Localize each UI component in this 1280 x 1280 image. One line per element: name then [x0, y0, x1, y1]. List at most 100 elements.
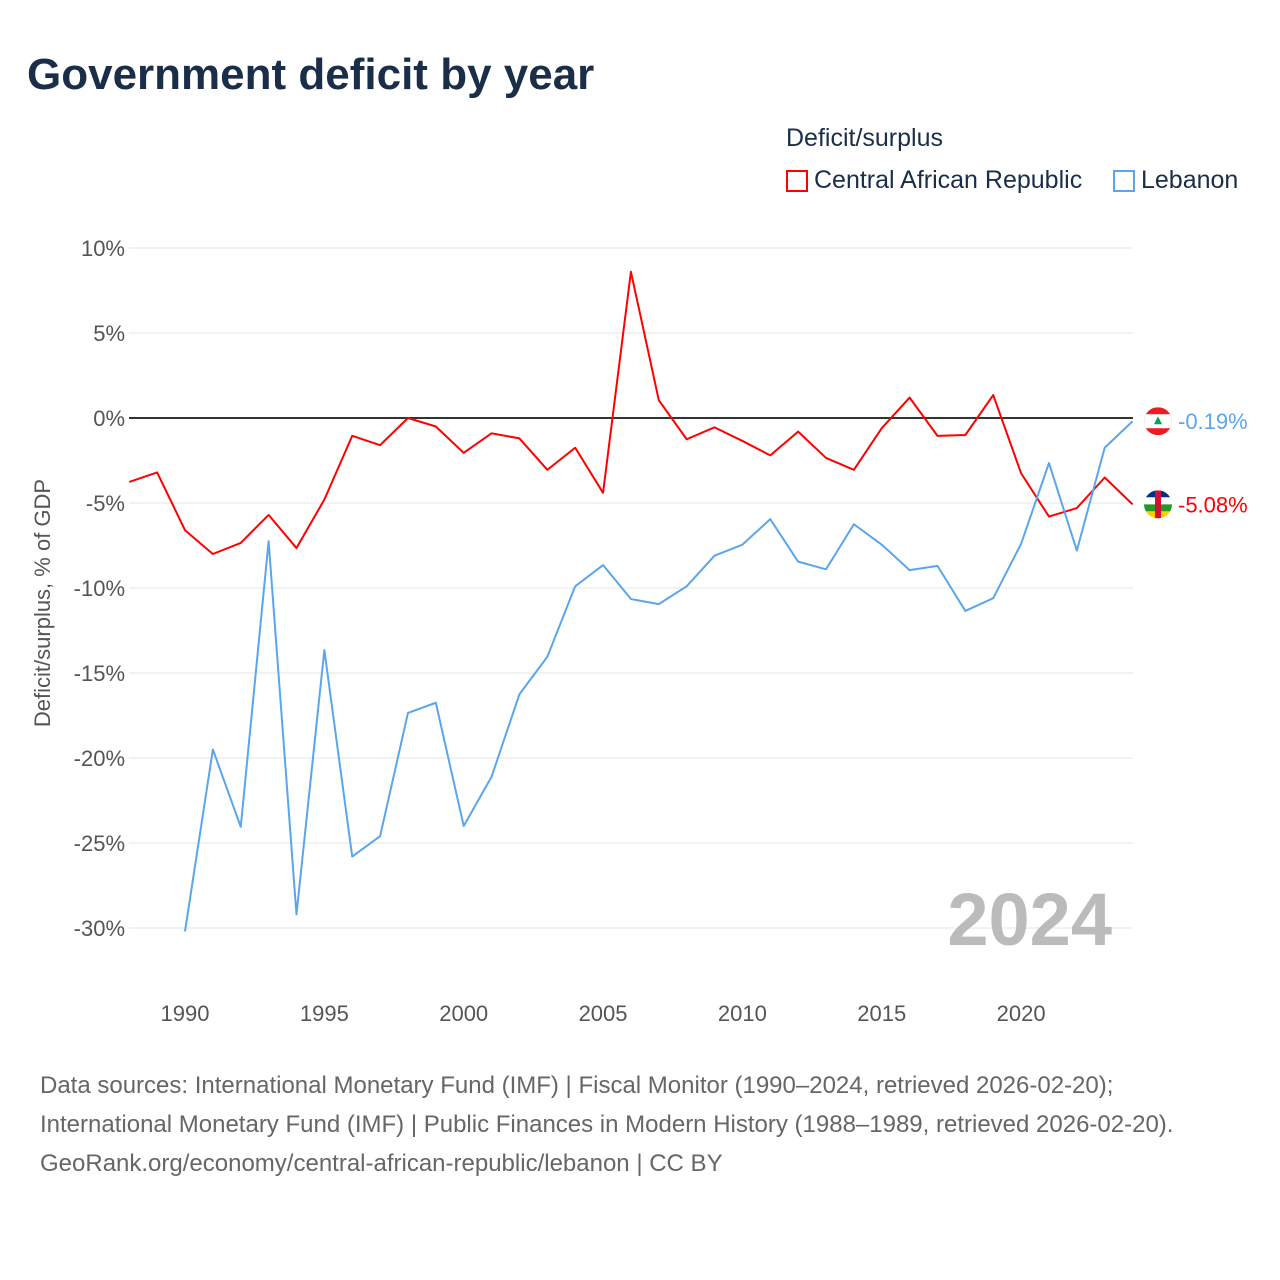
series-line-car	[128, 270, 1134, 555]
data-point	[1131, 502, 1135, 506]
data-point	[657, 602, 661, 606]
data-point	[155, 470, 159, 474]
data-point	[1019, 542, 1023, 546]
data-point	[434, 425, 438, 429]
data-point	[211, 552, 215, 556]
data-point	[963, 609, 967, 613]
data-point	[768, 517, 772, 521]
data-point	[601, 563, 605, 567]
data-point	[490, 775, 494, 779]
data-point	[406, 416, 410, 420]
data-point	[768, 453, 772, 457]
chart-title: Government deficit by year	[27, 50, 595, 99]
data-point	[239, 825, 243, 829]
data-point	[322, 498, 326, 502]
data-point	[880, 543, 884, 547]
end-value-label: -0.19%	[1178, 409, 1248, 434]
y-tick-label: -30%	[74, 916, 125, 941]
x-tick-label: 2020	[997, 1001, 1046, 1026]
data-point	[629, 597, 633, 601]
legend-swatch	[786, 169, 808, 192]
legend-item-car[interactable]: Central African Republic	[786, 166, 1082, 195]
data-point	[824, 456, 828, 460]
data-point	[127, 480, 131, 484]
y-tick-label: -5%	[86, 491, 125, 516]
data-point	[1047, 461, 1051, 465]
data-point	[350, 855, 354, 859]
x-tick-label: 2005	[579, 1001, 628, 1026]
data-point	[211, 748, 215, 752]
data-point	[1075, 549, 1079, 553]
data-point	[991, 393, 995, 397]
footer: Data sources: International Monetary Fun…	[40, 1066, 1250, 1183]
data-point	[350, 434, 354, 438]
data-point	[713, 554, 717, 558]
data-sources: Data sources: International Monetary Fun…	[40, 1072, 1174, 1138]
data-point	[935, 564, 939, 568]
data-point	[517, 692, 521, 696]
legend-item-lebanon[interactable]: Lebanon	[1113, 166, 1238, 195]
data-point	[796, 430, 800, 434]
data-point	[434, 701, 438, 705]
data-point	[852, 522, 856, 526]
y-tick-label: -10%	[74, 576, 125, 601]
y-tick-label: 0%	[93, 406, 125, 431]
series-line-lebanon	[184, 420, 1134, 932]
data-point	[685, 584, 689, 588]
legend-swatch	[1113, 169, 1135, 192]
data-point	[183, 528, 187, 532]
y-tick-label: -20%	[74, 746, 125, 771]
data-point	[322, 648, 326, 652]
data-point	[657, 398, 661, 402]
data-point	[294, 912, 298, 916]
data-point	[880, 426, 884, 430]
data-point	[378, 834, 382, 838]
data-point	[1019, 471, 1023, 475]
central-african-republic-flag-icon	[1144, 490, 1172, 519]
data-point	[991, 596, 995, 600]
x-tick-label: 2015	[857, 1001, 906, 1026]
data-point	[852, 468, 856, 472]
y-tick-label: -15%	[74, 661, 125, 686]
end-value-label: -5.08%	[1178, 492, 1248, 517]
data-point	[490, 431, 494, 435]
y-axis-label: Deficit/surplus, % of GDP	[30, 479, 55, 727]
data-point	[267, 539, 271, 543]
line-chart: 10% 5% 0% -5% -10% -15% -20% -25% -30% 1990 1995 20…	[30, 236, 1248, 1026]
data-point	[796, 560, 800, 564]
x-tick-label: 2010	[718, 1001, 767, 1026]
data-point	[545, 655, 549, 659]
data-point	[462, 451, 466, 455]
data-point	[406, 711, 410, 715]
x-tick-label: 1995	[300, 1001, 349, 1026]
data-point	[1103, 446, 1107, 450]
x-tick-label: 1990	[161, 1001, 210, 1026]
data-point	[183, 929, 187, 933]
legend-label: Lebanon	[1141, 166, 1239, 194]
data-point	[1131, 419, 1135, 423]
data-point	[824, 567, 828, 571]
data-point	[573, 584, 577, 588]
data-point	[908, 568, 912, 572]
lebanon-flag-icon	[1144, 407, 1172, 436]
data-point	[517, 436, 521, 440]
data-point	[545, 468, 549, 472]
data-point	[908, 396, 912, 400]
data-point	[629, 270, 633, 274]
legend-title: Deficit/surplus	[786, 124, 943, 152]
data-point	[294, 546, 298, 550]
data-point	[239, 541, 243, 545]
y-tick-label: 5%	[93, 321, 125, 346]
data-point	[1075, 506, 1079, 510]
year-watermark: 2024	[947, 878, 1112, 961]
credit-link[interactable]: GeoRank.org/economy/central-african-repu…	[40, 1150, 723, 1177]
data-point	[1047, 515, 1051, 519]
y-tick-label: 10%	[81, 236, 125, 261]
data-point	[713, 425, 717, 429]
data-point	[378, 443, 382, 447]
data-point	[740, 543, 744, 547]
data-point	[462, 824, 466, 828]
x-tick-label: 2000	[439, 1001, 488, 1026]
data-point	[685, 437, 689, 441]
data-point	[267, 513, 271, 517]
